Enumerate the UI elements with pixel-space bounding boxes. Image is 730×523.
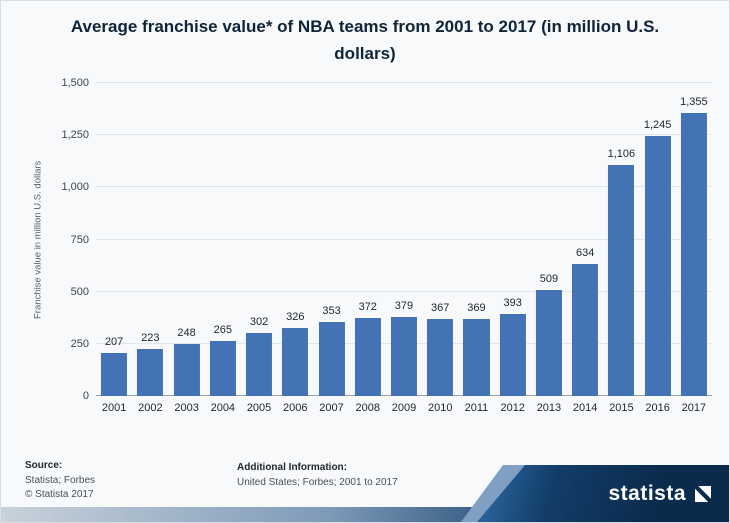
bar-slot: 353	[313, 83, 349, 396]
y-tick-label: 1,000	[61, 181, 89, 194]
bar-slot: 634	[567, 83, 603, 396]
bar-slot: 1,355	[676, 83, 712, 396]
bars: 207 223 248 265 302 326 353 372 379 367 369 393 509 6…	[96, 83, 712, 396]
bar	[318, 322, 345, 396]
x-tick-label: 2002	[138, 402, 163, 414]
additional-info-value: United States; Forbes; 2001 to 2017	[237, 476, 398, 488]
chart-title: Average franchise value* of NBA teams fr…	[70, 17, 660, 64]
bar-value-label: 367	[431, 302, 450, 315]
bar-value-label: 634	[575, 246, 595, 259]
y-tick-label: 1,250	[61, 129, 89, 142]
x-tick-label: 2010	[427, 402, 453, 414]
source-block: Source: Statista; Forbes © Statista 2017	[25, 459, 95, 503]
gridline	[96, 238, 712, 240]
bar-value-label: 372	[358, 301, 377, 314]
x-tick-label: 2005	[246, 402, 272, 414]
bar	[137, 349, 164, 396]
bar-value-label: 1,355	[680, 96, 708, 109]
y-tick-label: 500	[70, 285, 89, 298]
y-tick-label: 750	[70, 233, 89, 246]
bar	[101, 352, 128, 396]
bar	[246, 332, 273, 396]
bar-value-label: 207	[104, 335, 124, 348]
bar-value-label: 353	[322, 305, 341, 318]
bar	[427, 319, 454, 396]
x-tick-label: 2001	[101, 402, 127, 414]
bar	[499, 314, 526, 396]
bar	[644, 136, 671, 396]
bar-slot: 369	[458, 83, 494, 396]
bar	[608, 165, 635, 396]
bar-slot: 509	[531, 83, 567, 396]
bar-value-label: 248	[177, 327, 196, 340]
statista-logo: statista	[477, 465, 729, 522]
x-tick-label: 2016	[645, 402, 670, 414]
source-value: Statista; Forbes	[25, 474, 96, 486]
bar	[463, 319, 490, 396]
bar	[354, 318, 381, 396]
x-tick-label: 2012	[500, 402, 525, 414]
x-tick-label: 2006	[283, 402, 308, 414]
bar	[535, 289, 562, 396]
bar-slot: 1,245	[640, 83, 676, 396]
x-tick-label: 2014	[572, 402, 598, 414]
x-tick-label: 2003	[174, 402, 199, 414]
bar-value-label: 509	[539, 272, 559, 285]
y-tick-label: 1,500	[61, 77, 89, 89]
y-tick-label: 250	[70, 337, 89, 350]
bar-slot: 372	[350, 83, 386, 396]
bar-value-label: 1,106	[607, 148, 636, 161]
gridline	[96, 290, 712, 292]
source-label: Source:	[25, 460, 63, 471]
bar	[282, 327, 309, 396]
bar-slot: 367	[422, 83, 458, 396]
y-tick-label: 0	[82, 390, 89, 402]
bar-slot: 265	[205, 83, 241, 396]
x-tick-label: 2009	[391, 402, 417, 414]
bar	[390, 316, 418, 396]
x-tick-label: 2008	[355, 402, 380, 414]
bar-slot: 379	[386, 83, 422, 396]
bar-slot: 248	[168, 83, 204, 396]
x-tick-label: 2007	[319, 402, 344, 414]
x-axis: 2001 2002 2003 2004 2005 2006 2007 2008 2009 2010…	[96, 402, 712, 414]
statista-wordmark: statista	[608, 481, 686, 505]
bar-value-label: 302	[249, 315, 269, 328]
gridline	[96, 82, 712, 83]
x-tick-label: 2011	[464, 402, 489, 414]
bar-value-label: 265	[213, 323, 232, 336]
bar-slot: 326	[277, 83, 313, 396]
additional-info-label: Additional Information:	[237, 462, 347, 473]
gridline	[96, 186, 712, 188]
x-tick-label: 2004	[210, 402, 236, 414]
bar	[209, 340, 236, 396]
bar-slot: 393	[495, 83, 531, 396]
y-axis: 0 250 500 750 1,000 1,250 1,500	[47, 77, 89, 402]
bar-value-label: 393	[503, 297, 522, 309]
copyright: © Statista 2017	[25, 489, 94, 500]
bar-slot: 223	[132, 83, 168, 396]
bar-slot: 207	[96, 83, 132, 396]
additional-info-block: Additional Information: United States; F…	[237, 461, 398, 490]
statista-logo-icon	[695, 485, 711, 502]
bar-value-label: 1,245	[643, 119, 672, 132]
bar	[572, 263, 599, 396]
bar-value-label: 369	[467, 302, 486, 315]
bar-value-label: 379	[394, 299, 414, 312]
y-axis-title: Franchise value in million U.S. dollars	[32, 160, 44, 319]
x-tick-label: 2017	[681, 402, 707, 414]
x-tick-label: 2015	[609, 402, 634, 414]
plot-area: 207 223 248 265 302 326 353 372 379 367 369 393 509 6…	[96, 82, 712, 396]
bar	[173, 344, 200, 396]
bar-value-label: 326	[286, 310, 305, 323]
bar-slot: 1,106	[603, 83, 639, 396]
bar-slot: 302	[241, 83, 277, 396]
bar-value-label: 223	[141, 332, 160, 345]
x-tick-label: 2013	[536, 402, 562, 414]
gridline	[96, 134, 712, 136]
bar	[680, 113, 707, 396]
